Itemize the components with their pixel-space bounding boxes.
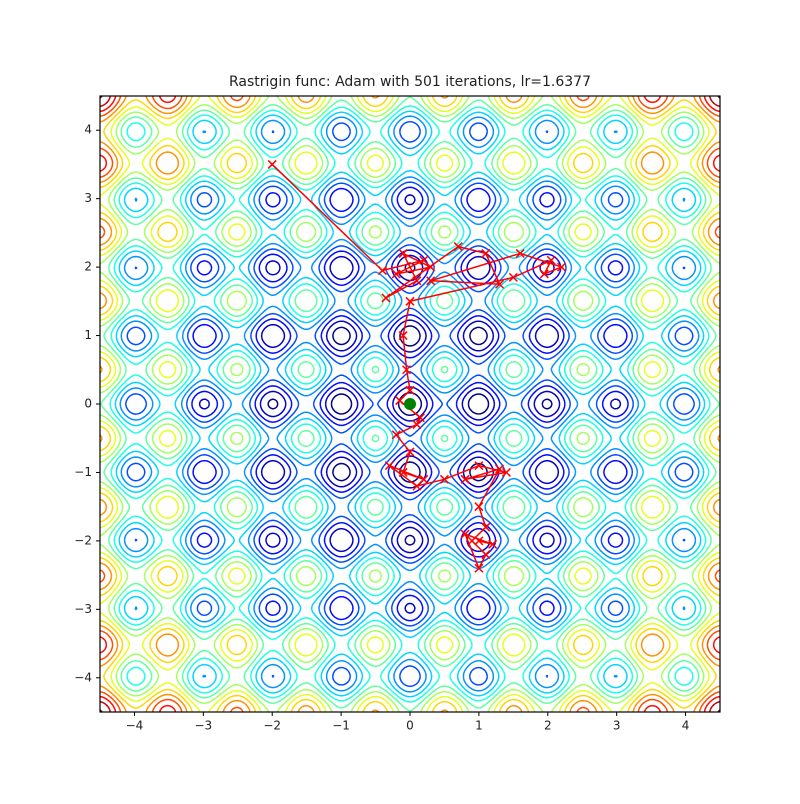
contour-line xyxy=(99,95,721,713)
path-marker xyxy=(398,331,408,341)
y-tick-label: −2 xyxy=(74,533,92,547)
path-marker xyxy=(381,293,391,303)
path-marker xyxy=(467,536,477,546)
contour-line xyxy=(99,95,721,713)
path-marker xyxy=(474,563,484,573)
optimizer-path xyxy=(271,163,564,571)
path-marker xyxy=(405,447,415,457)
path-marker xyxy=(439,474,449,484)
chart-title: Rastrigin func: Adam with 501 iterations… xyxy=(229,74,591,90)
path-marker xyxy=(508,272,518,282)
path-marker xyxy=(391,430,401,440)
path-marker xyxy=(405,385,415,395)
path-marker xyxy=(474,461,484,471)
path-marker xyxy=(395,396,405,406)
path-marker xyxy=(391,269,401,279)
path-marker xyxy=(501,467,511,477)
contour-line xyxy=(99,95,721,713)
x-tick-label: −1 xyxy=(332,719,350,733)
path-marker xyxy=(481,522,491,532)
path-marker xyxy=(453,242,463,252)
path-marker xyxy=(412,276,422,286)
path-marker xyxy=(412,481,422,491)
minimum-point xyxy=(404,398,416,410)
path-marker xyxy=(515,248,525,258)
path-marker xyxy=(557,262,567,272)
x-tick-label: 4 xyxy=(682,719,690,733)
y-tick-label: 0 xyxy=(84,397,92,411)
path-marker xyxy=(460,529,470,539)
path-marker xyxy=(488,539,498,549)
path-marker xyxy=(474,502,484,512)
y-tick-label: −4 xyxy=(74,670,92,684)
contour-line xyxy=(191,186,629,622)
contour-line xyxy=(267,262,553,546)
path-marker xyxy=(419,474,429,484)
contour-line xyxy=(109,105,711,703)
path-marker xyxy=(267,159,277,169)
path-marker xyxy=(426,262,436,272)
path-marker xyxy=(539,269,549,279)
y-tick-label: 4 xyxy=(84,123,92,137)
x-tick-label: 3 xyxy=(613,719,621,733)
contour-line xyxy=(100,96,720,712)
y-tick-label: 3 xyxy=(84,191,92,205)
path-marker xyxy=(415,413,425,423)
contour-line xyxy=(114,110,706,698)
x-tick-label: −2 xyxy=(263,719,281,733)
y-tick-label: 2 xyxy=(84,260,92,274)
path-marker xyxy=(405,296,415,306)
y-tick-label: −3 xyxy=(74,602,92,616)
contour-line xyxy=(99,95,721,713)
x-tick-label: 2 xyxy=(544,719,552,733)
path-marker xyxy=(384,461,394,471)
y-tick-label: 1 xyxy=(84,328,92,342)
x-tick-label: −3 xyxy=(194,719,212,733)
path-marker xyxy=(481,550,491,560)
contour-line xyxy=(99,95,721,713)
path-marker xyxy=(419,255,429,265)
path-marker xyxy=(546,255,556,265)
path-marker xyxy=(398,467,408,477)
path-marker xyxy=(398,248,408,258)
x-tick-label: 0 xyxy=(406,719,414,733)
x-tick-label: 1 xyxy=(475,719,483,733)
path-marker xyxy=(402,365,412,375)
path-marker xyxy=(495,279,505,289)
x-tick-label: −4 xyxy=(126,719,144,733)
path-marker xyxy=(481,248,491,258)
y-tick-label: −1 xyxy=(74,465,92,479)
contour-line xyxy=(119,115,701,693)
path-marker xyxy=(426,276,436,286)
path-marker xyxy=(377,266,387,276)
path-marker xyxy=(474,536,484,546)
path-marker xyxy=(495,464,505,474)
path-marker xyxy=(460,474,470,484)
path-marker xyxy=(412,420,422,430)
contour-line xyxy=(99,95,721,713)
